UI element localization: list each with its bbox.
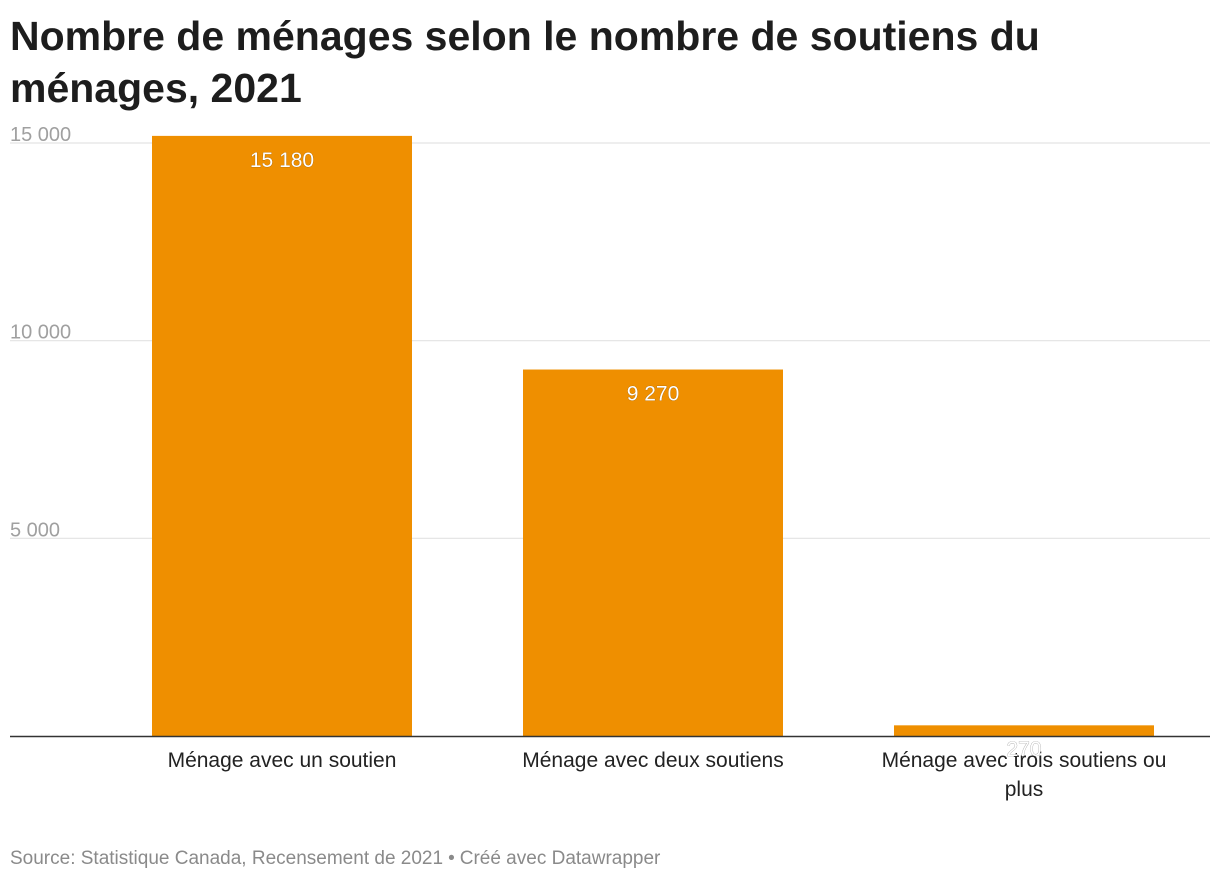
y-tick-label: 10 000 — [10, 322, 71, 344]
value-label: 15 180 — [250, 149, 314, 172]
bar-chart: 5 000 10 000 15 000 Ménage avec un soutien M… — [10, 124, 1210, 801]
bar — [523, 369, 783, 736]
source-note: Source: Statistique Canada, Recensement … — [10, 848, 444, 869]
chart-title: Nombre de ménages selon le nombre de sou… — [10, 13, 1040, 111]
value-label: 270 — [1006, 738, 1041, 761]
footer-separator: • — [448, 848, 455, 869]
y-tick-label: 5 000 — [10, 519, 60, 541]
value-label: 9 270 — [627, 383, 680, 406]
bar — [152, 135, 412, 736]
chart-footer: Source: Statistique Canada, Recensement … — [10, 848, 660, 870]
category-label: Ménage avec trois soutiens ou plus — [882, 749, 1167, 801]
category-label: Ménage avec deux soutiens — [522, 749, 784, 772]
credit-link[interactable]: Créé avec Datawrapper — [459, 848, 661, 869]
y-tick-label: 15 000 — [10, 124, 71, 146]
category-label: Ménage avec un soutien — [168, 749, 397, 772]
bar — [894, 725, 1154, 736]
